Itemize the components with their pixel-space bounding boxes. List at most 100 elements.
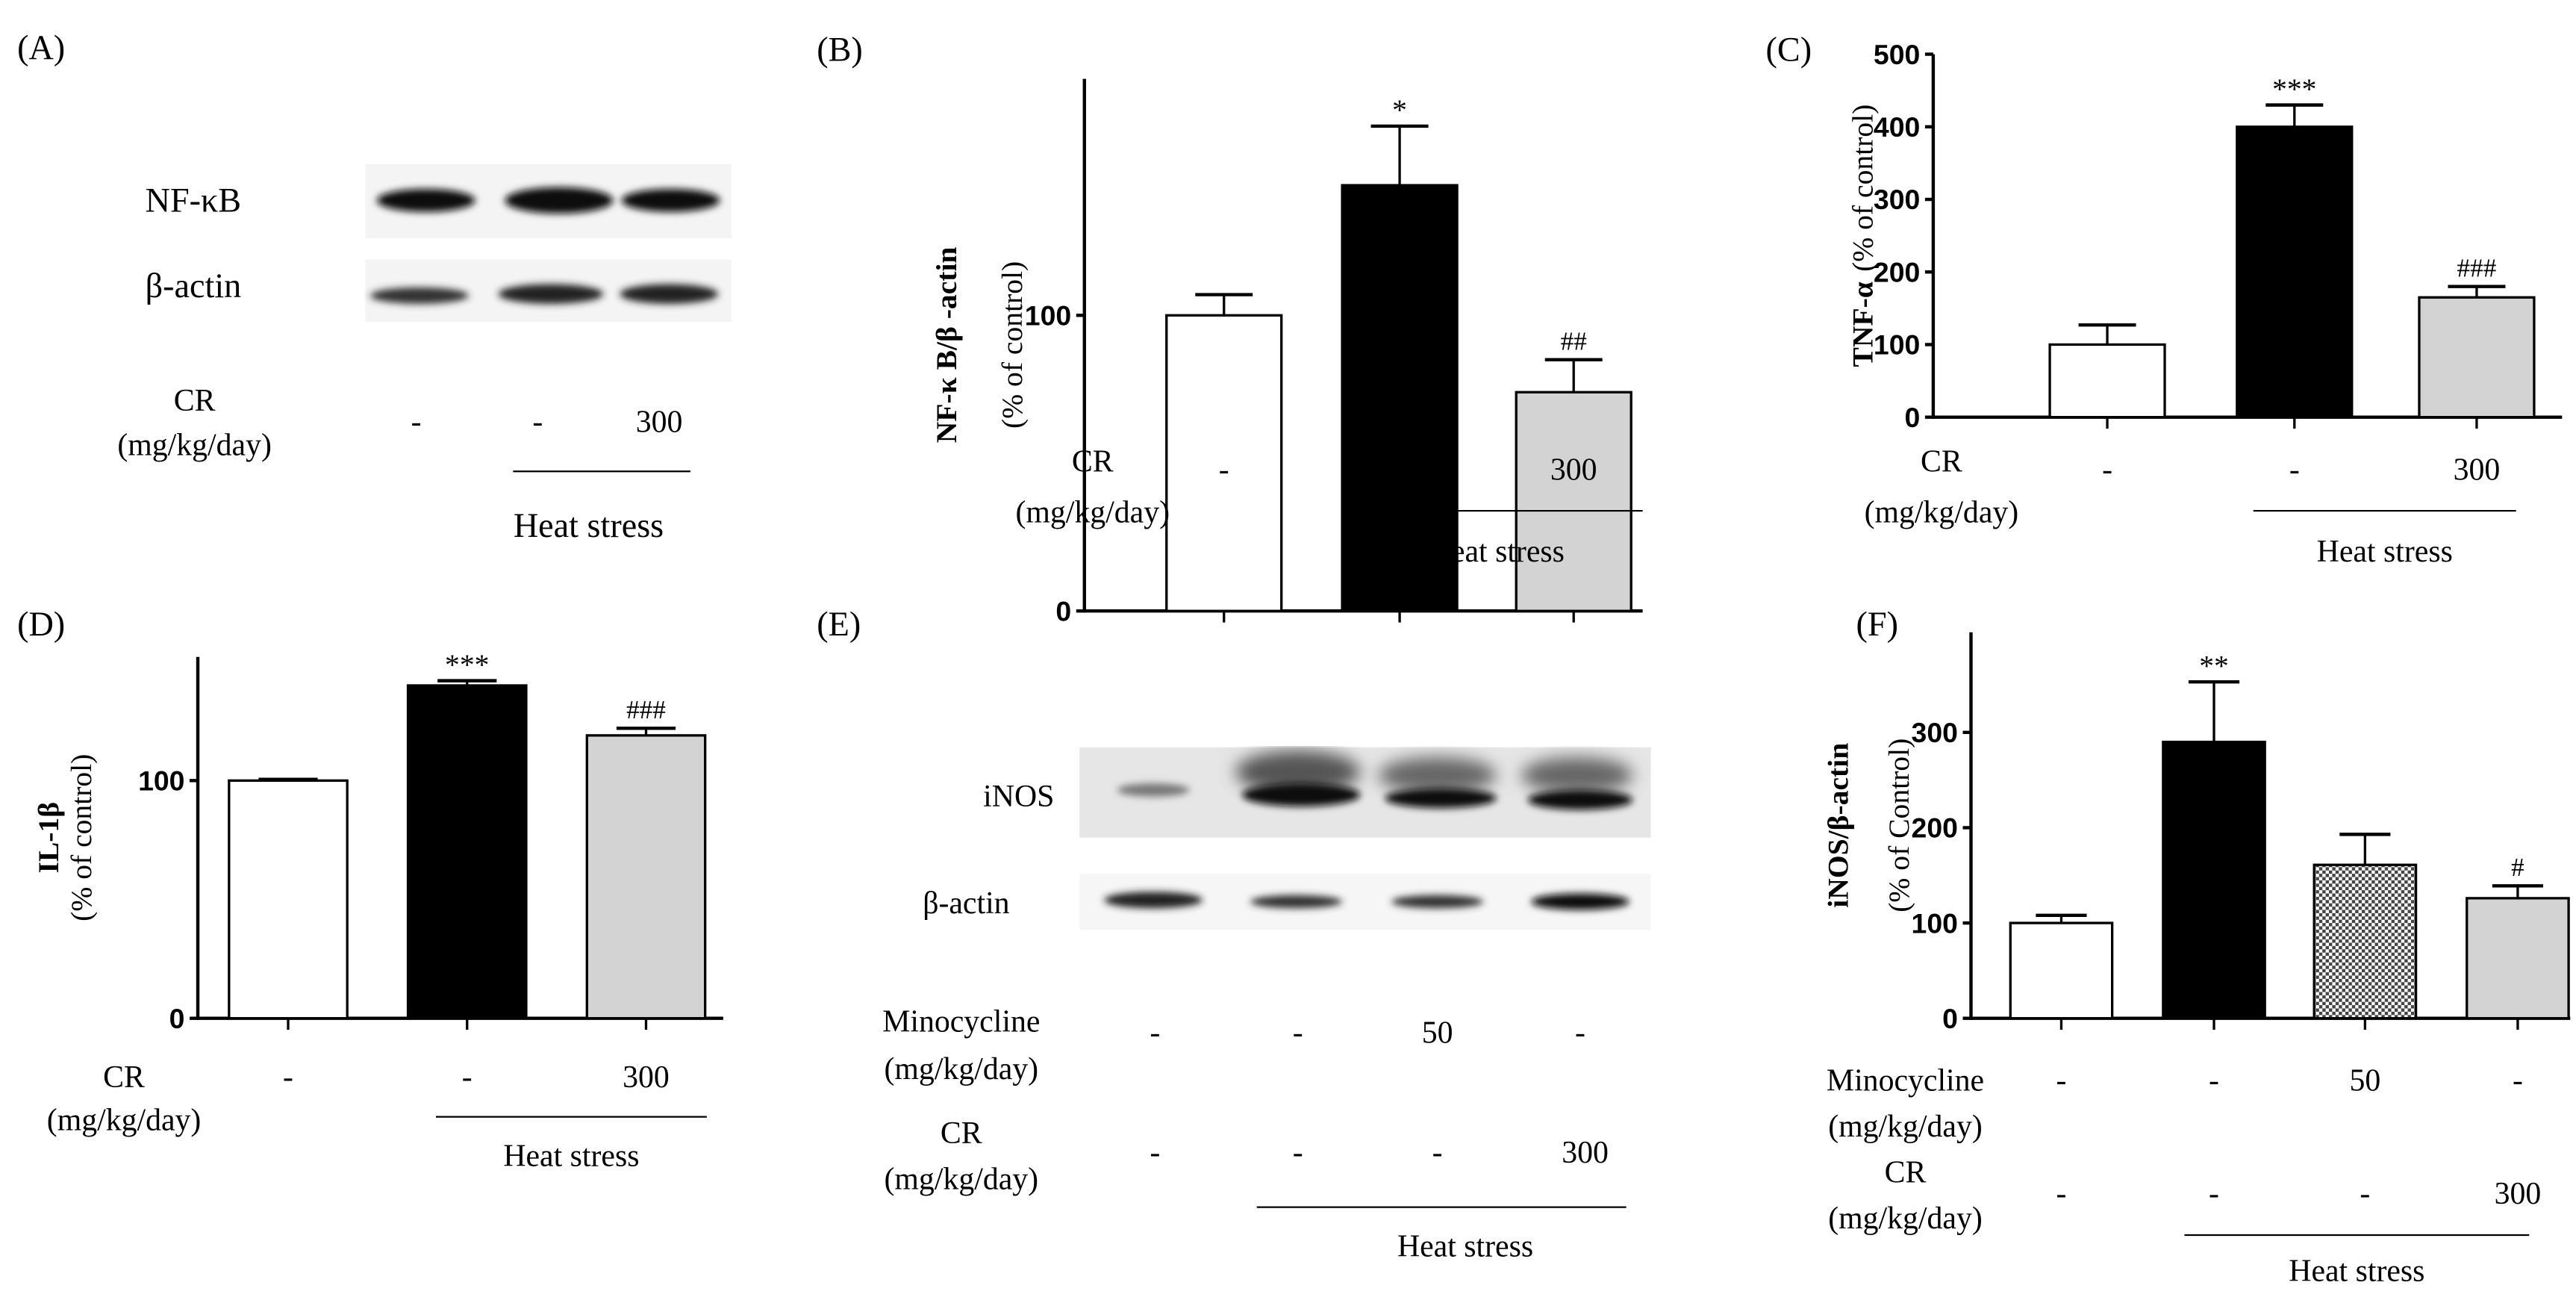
mino-value-3: 50 bbox=[1422, 1016, 1453, 1051]
band-actin-3 bbox=[1391, 895, 1484, 909]
significance-mark: * bbox=[1392, 93, 1407, 126]
row-unit: (mg/kg/day) bbox=[1015, 495, 1170, 529]
y-tick-label: 0 bbox=[1942, 1003, 1958, 1034]
y-tick-label: 0 bbox=[1905, 402, 1921, 433]
significance-mark: # bbox=[2511, 853, 2524, 882]
cr-label: CR bbox=[941, 1116, 982, 1151]
bar-3 bbox=[585, 734, 707, 1020]
bar-3 bbox=[2313, 863, 2418, 1020]
row-value: - bbox=[283, 1060, 293, 1095]
row-label: Minocycline bbox=[1827, 1063, 1984, 1098]
minocycline-unit: (mg/kg/day) bbox=[885, 1052, 1039, 1086]
band-actin-2 bbox=[498, 284, 604, 304]
band-inos-smear-4 bbox=[1521, 756, 1633, 794]
bar-2 bbox=[1341, 184, 1459, 612]
panel-a-western-blot: (A) NF-κB β-actin CR (mg/kg/day) - - 300… bbox=[17, 28, 732, 544]
row-value: - bbox=[2056, 1177, 2067, 1211]
y-axis-label-main: NF-κ B/β -actin bbox=[930, 247, 963, 444]
band-actin-1 bbox=[369, 287, 469, 304]
significance-mark: *** bbox=[2272, 72, 2316, 105]
row-value: 300 bbox=[2454, 453, 2501, 487]
cr-value-4: 300 bbox=[1562, 1136, 1609, 1170]
y-tick-label: 100 bbox=[138, 765, 184, 797]
band-actin-4 bbox=[1531, 893, 1630, 910]
row-value: - bbox=[2056, 1063, 2067, 1098]
y-axis-label-unit: (% of Control) bbox=[1883, 739, 1915, 912]
row-value: - bbox=[1219, 453, 1229, 487]
cr-value-2: - bbox=[1293, 1136, 1303, 1170]
row-label: CR bbox=[1885, 1156, 1927, 1190]
row-unit: (mg/kg/day) bbox=[1828, 1201, 1983, 1236]
cr-unit: (mg/kg/day) bbox=[117, 428, 272, 462]
band-actin-2 bbox=[1250, 895, 1343, 909]
band-nfkb-1 bbox=[376, 188, 475, 212]
band-inos-smear-2 bbox=[1235, 750, 1361, 794]
significance-mark: *** bbox=[445, 648, 489, 681]
panel-label: (B) bbox=[817, 30, 863, 68]
bar-2 bbox=[406, 684, 528, 1020]
heat-stress-label: Heat stress bbox=[514, 506, 664, 544]
y-tick-label: 200 bbox=[1912, 812, 1958, 844]
blot-row-label-actin: β-actin bbox=[146, 267, 242, 305]
significance-mark: ## bbox=[1561, 326, 1587, 355]
row-value: - bbox=[2289, 453, 2300, 487]
panel-e-western-blot: (E) iNOS β-actin Minocycline (mg/kg/day)… bbox=[817, 605, 1651, 1264]
y-tick-label: 100 bbox=[1025, 300, 1071, 332]
panel-e-label: (E) bbox=[817, 605, 861, 643]
bar-4 bbox=[2466, 897, 2570, 1020]
cr-value-2: - bbox=[532, 405, 543, 439]
panel-label: (D) bbox=[17, 605, 65, 643]
cr-unit: (mg/kg/day) bbox=[885, 1162, 1039, 1196]
y-tick-label: 500 bbox=[1874, 39, 1920, 70]
significance-mark: ** bbox=[2199, 649, 2229, 682]
band-actin-1 bbox=[1104, 892, 1203, 909]
band-nfkb-2 bbox=[505, 187, 614, 214]
bar-3 bbox=[1515, 391, 1632, 612]
bar-2 bbox=[2236, 125, 2354, 419]
y-tick-label: 100 bbox=[1912, 907, 1958, 939]
band-inos-1 bbox=[1117, 783, 1190, 797]
y-axis-label-unit: (% of control) bbox=[1847, 105, 1880, 272]
row-value: 300 bbox=[2495, 1177, 2542, 1211]
bar-1 bbox=[2048, 343, 2166, 419]
band-inos-smear-3 bbox=[1378, 756, 1497, 794]
band-inos-3 bbox=[1385, 788, 1497, 809]
row-label: CR bbox=[1921, 444, 1962, 479]
row-value: - bbox=[1394, 453, 1405, 487]
row-value: - bbox=[2513, 1063, 2523, 1098]
row-label: CR bbox=[103, 1060, 145, 1095]
bar-1 bbox=[1165, 314, 1283, 612]
band-inos-2 bbox=[1241, 783, 1361, 806]
chart-panel-b: (B) 0 100 NF-κ B/β -actin (% of control) * ## C… bbox=[817, 30, 1643, 626]
y-axis-label-main: TNF-α bbox=[1847, 282, 1880, 367]
cr-value-1: - bbox=[1150, 1136, 1160, 1170]
chart-panel-d: (D) 0 100 IL-1β(% of control) *** ### CR (mg/kg… bbox=[17, 605, 723, 1174]
heat-stress-label: Heat stress bbox=[2289, 1254, 2424, 1289]
y-axis-label: iNOS/β-actin (% of Control) bbox=[1822, 739, 1915, 912]
cr-value-3: - bbox=[1432, 1136, 1443, 1170]
chart-panel-c: (C) 0 100 200 300 400 500 TNF-α (% of control) **… bbox=[1766, 30, 2563, 569]
minocycline-label: Minocycline bbox=[882, 1004, 1040, 1039]
significance-mark: ### bbox=[626, 695, 666, 724]
panel-label: (C) bbox=[1766, 30, 1812, 68]
y-axis-label: NF-κ B/β -actin (% of control) bbox=[930, 247, 1029, 444]
row-value: - bbox=[2360, 1177, 2370, 1211]
heat-stress-label: Heat stress bbox=[2317, 535, 2453, 569]
mino-value-1: - bbox=[1150, 1016, 1160, 1051]
heat-stress-label: Heat stress bbox=[1397, 1230, 1533, 1264]
band-actin-3 bbox=[620, 284, 719, 304]
row-unit: (mg/kg/day) bbox=[1865, 495, 2019, 529]
band-nfkb-3 bbox=[621, 188, 720, 212]
row-value: - bbox=[462, 1060, 473, 1095]
row-value: 50 bbox=[2349, 1063, 2380, 1098]
row-value: 300 bbox=[1550, 453, 1597, 487]
y-tick-label: 0 bbox=[1055, 595, 1071, 626]
bar-1 bbox=[228, 779, 349, 1020]
y-axis-label-main: iNOS/β-actin bbox=[1822, 743, 1855, 908]
y-tick-label: 300 bbox=[1912, 717, 1958, 748]
row-value: - bbox=[2102, 453, 2112, 487]
blot-row-label-actin: β-actin bbox=[923, 886, 1009, 921]
chart-panel-f: (F) 0 100 200 300 iNOS/β-actin (% of Control) *… bbox=[1822, 605, 2571, 1289]
row-value: 300 bbox=[623, 1060, 670, 1095]
